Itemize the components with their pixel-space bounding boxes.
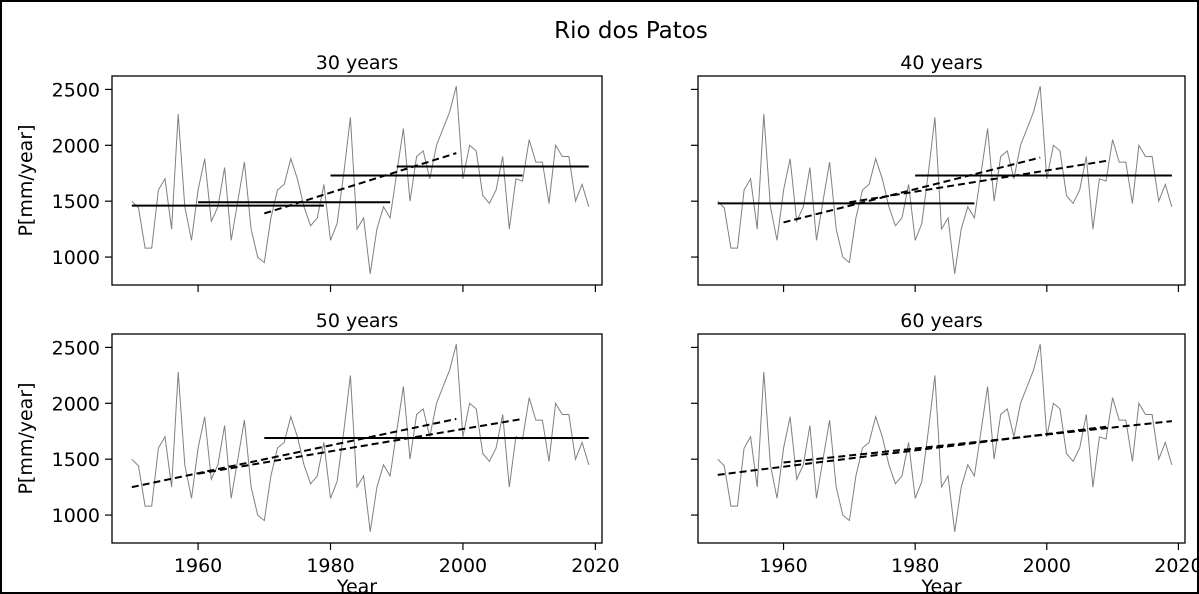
axes-frame	[697, 333, 1186, 544]
y-tick-label: 1000	[52, 247, 100, 269]
axes-frame	[111, 333, 603, 544]
x-tick-label: 2020	[571, 555, 619, 577]
annual-precipitation-line	[717, 85, 1173, 274]
y-tick-label: 1500	[52, 191, 100, 213]
x-tick-label: 2000	[1023, 555, 1071, 577]
x-tick-label: 1980	[891, 555, 939, 577]
x-tick-label: 2020	[1154, 555, 1197, 577]
y-tick-label: 1000	[52, 505, 100, 527]
y-tick-label: 2500	[52, 79, 100, 101]
y-axis-label: P[mm/year]	[15, 124, 37, 236]
x-tick-label: 2000	[439, 555, 487, 577]
x-tick-label: 1980	[306, 555, 354, 577]
panel-title: 50 years	[316, 310, 399, 332]
axes-frame	[111, 75, 603, 286]
axes-frame	[697, 75, 1186, 286]
window-trend-line	[783, 420, 1172, 464]
y-tick-label: 2000	[52, 393, 100, 415]
window-trend-line	[783, 156, 1041, 224]
y-tick-label: 2500	[52, 337, 100, 359]
y-tick-label: 2000	[52, 135, 100, 157]
y-tick-label: 1500	[52, 449, 100, 471]
panel-title: 40 years	[900, 52, 983, 74]
x-axis-label: Year	[920, 576, 961, 592]
x-tick-label: 1960	[174, 555, 222, 577]
panel-title: 60 years	[900, 310, 983, 332]
y-axis-label: P[mm/year]	[15, 382, 37, 494]
x-axis-label: Year	[336, 576, 377, 592]
annual-precipitation-line	[131, 343, 590, 532]
window-trend-line	[263, 152, 457, 215]
panel-title: 30 years	[316, 52, 399, 74]
annual-precipitation-line	[131, 85, 590, 274]
annual-precipitation-line	[717, 343, 1173, 532]
window-trend-line	[131, 417, 457, 489]
x-tick-label: 1960	[759, 555, 807, 577]
chart-title: Rio dos Patos	[554, 18, 708, 44]
